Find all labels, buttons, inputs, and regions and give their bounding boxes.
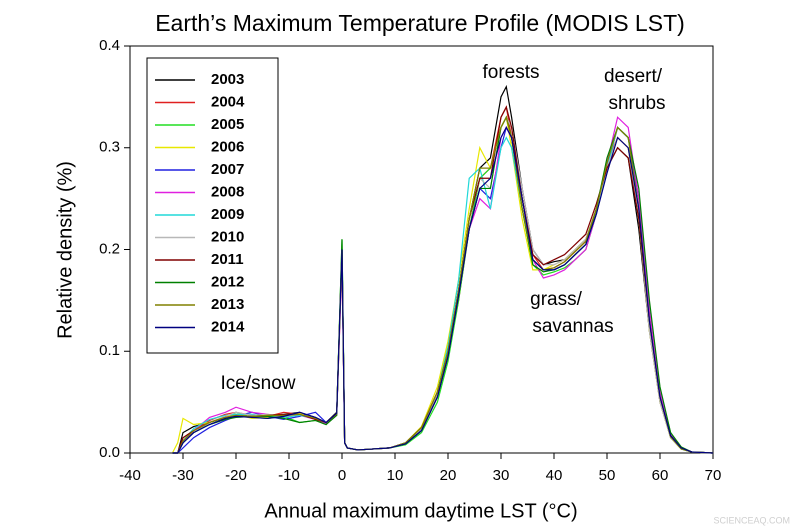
annotation: savannas — [532, 316, 613, 337]
y-tick-label: 0.0 — [99, 444, 120, 461]
series-line — [172, 115, 714, 454]
y-tick-label: 0.2 — [99, 240, 120, 257]
legend-label: 2006 — [211, 138, 244, 155]
y-tick-label: 0.3 — [99, 139, 120, 156]
legend-label: 2010 — [211, 228, 244, 245]
watermark: SCIENCEAQ.COM — [713, 515, 790, 525]
x-tick-label: -30 — [172, 467, 194, 484]
x-tick-label: 0 — [338, 467, 346, 484]
legend-label: 2007 — [211, 161, 244, 178]
legend-label: 2004 — [211, 93, 245, 110]
x-tick-label: -10 — [278, 467, 300, 484]
x-axis-label: Annual maximum daytime LST (°C) — [264, 500, 577, 522]
annotation: Ice/snow — [221, 373, 296, 394]
x-tick-label: 50 — [599, 467, 616, 484]
legend-label: 2009 — [211, 206, 244, 223]
y-tick-label: 0.1 — [99, 342, 120, 359]
legend-label: 2003 — [211, 71, 244, 88]
legend-label: 2014 — [211, 318, 245, 335]
legend-label: 2012 — [211, 273, 244, 290]
x-tick-label: 60 — [652, 467, 669, 484]
chart-title: Earth’s Maximum Temperature Profile (MOD… — [155, 10, 685, 36]
x-tick-label: 40 — [546, 467, 563, 484]
x-tick-label: 10 — [387, 467, 404, 484]
legend-label: 2005 — [211, 116, 244, 133]
annotation: grass/ — [530, 289, 582, 310]
x-tick-label: 30 — [493, 467, 510, 484]
y-tick-label: 0.4 — [99, 37, 120, 54]
annotation: forests — [482, 62, 539, 83]
x-tick-label: -20 — [225, 467, 247, 484]
annotation: shrubs — [608, 93, 665, 114]
legend-label: 2008 — [211, 183, 244, 200]
legend-label: 2013 — [211, 296, 244, 313]
x-tick-label: 70 — [705, 467, 722, 484]
annotation: desert/ — [604, 66, 663, 87]
legend-label: 2011 — [211, 251, 244, 268]
legend-box — [146, 57, 279, 354]
y-axis-label: Relative density (%) — [54, 161, 76, 339]
series-line — [172, 126, 714, 454]
x-tick-label: 20 — [440, 467, 457, 484]
x-tick-label: -40 — [119, 467, 141, 484]
